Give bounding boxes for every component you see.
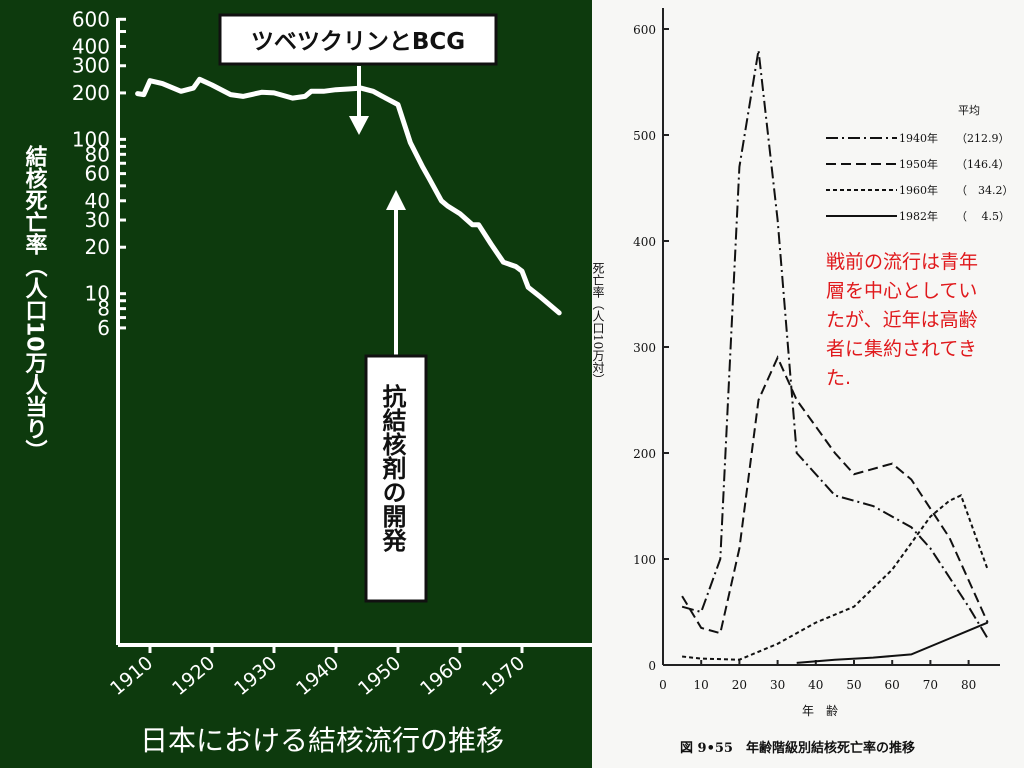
figure-caption: 図 9•55 年齢階級別結核死亡率の推移 (680, 740, 915, 756)
y-tick-label: 200 (633, 447, 656, 461)
y-tick-label: 30 (85, 208, 110, 232)
note-line: たが、近年は高齢 (826, 309, 978, 331)
legend-label: 1982年 (899, 209, 938, 223)
y-tick-label: 600 (72, 7, 110, 31)
drug-annotation: 抗結核剤の開発 (378, 383, 407, 552)
y-tick-label: 200 (72, 81, 110, 105)
x-tick-label: 50 (846, 678, 861, 692)
bcg-annotation: ツベツクリンとBCG (251, 29, 465, 55)
y-axis-label: 結核死亡率（人口10万人当り） (22, 144, 49, 461)
x-tick-label: 40 (808, 678, 823, 692)
series-line (796, 621, 989, 664)
y-tick-label: 20 (85, 235, 110, 259)
x-tick-label: 60 (885, 678, 900, 692)
y-tick-label: 600 (633, 23, 656, 37)
legend-label: 1950年 (899, 157, 938, 171)
bcg-box (218, 13, 498, 66)
legend-label: 1940年 (899, 131, 938, 145)
note-line: た. (826, 367, 851, 389)
y-tick-label: 0 (648, 659, 656, 673)
series-line (681, 355, 989, 635)
x-tick-label: 10 (694, 678, 709, 692)
x-axis-label: 年 齢 (802, 703, 838, 718)
series-line (681, 494, 989, 661)
y-tick-label: 100 (72, 127, 110, 151)
legend-avg: （212.9） (956, 132, 1010, 145)
x-tick-label: 30 (770, 678, 785, 692)
y-tick-label: 10 (85, 282, 110, 306)
legend-avg: （ 34.2） (956, 184, 1014, 197)
y-tick-label: 300 (633, 341, 656, 355)
y-tick-label: 100 (633, 553, 656, 567)
y-tick-label: 8 (97, 297, 110, 321)
x-tick-label: 0 (659, 678, 667, 692)
left-panel (0, 0, 592, 768)
y-tick-label: 60 (85, 162, 110, 186)
bcg-arrow-head (349, 116, 369, 135)
chart-title: 日本における結核流行の推移 (140, 724, 504, 757)
legend-avg: （ 4.5） (956, 210, 1010, 223)
note-line: 戦前の流行は青年 (826, 251, 978, 273)
note-line: 者に集約されてき (826, 338, 977, 360)
x-tick-label: 70 (923, 678, 938, 692)
y-tick-label: 500 (633, 129, 656, 143)
y-tick-label: 6 (97, 316, 110, 340)
legend-label: 1960年 (899, 183, 938, 197)
x-tick-label: 20 (732, 678, 747, 692)
y-tick-label: 40 (85, 189, 110, 213)
drug-box (364, 354, 428, 603)
legend-avg: （146.4） (956, 158, 1010, 171)
note-line: 層を中心としてい (826, 280, 977, 302)
drug-arrow-head (386, 190, 406, 210)
series-line (681, 50, 989, 640)
y-tick-label: 400 (633, 235, 656, 249)
y-axis-label: 死亡率（人口10万対） (591, 262, 605, 385)
y-tick-label: 400 (72, 34, 110, 58)
legend-title: 平均 (958, 104, 980, 117)
y-tick-label: 300 (72, 54, 110, 78)
x-tick-label: 80 (961, 678, 976, 692)
y-tick-label: 80 (85, 142, 110, 166)
